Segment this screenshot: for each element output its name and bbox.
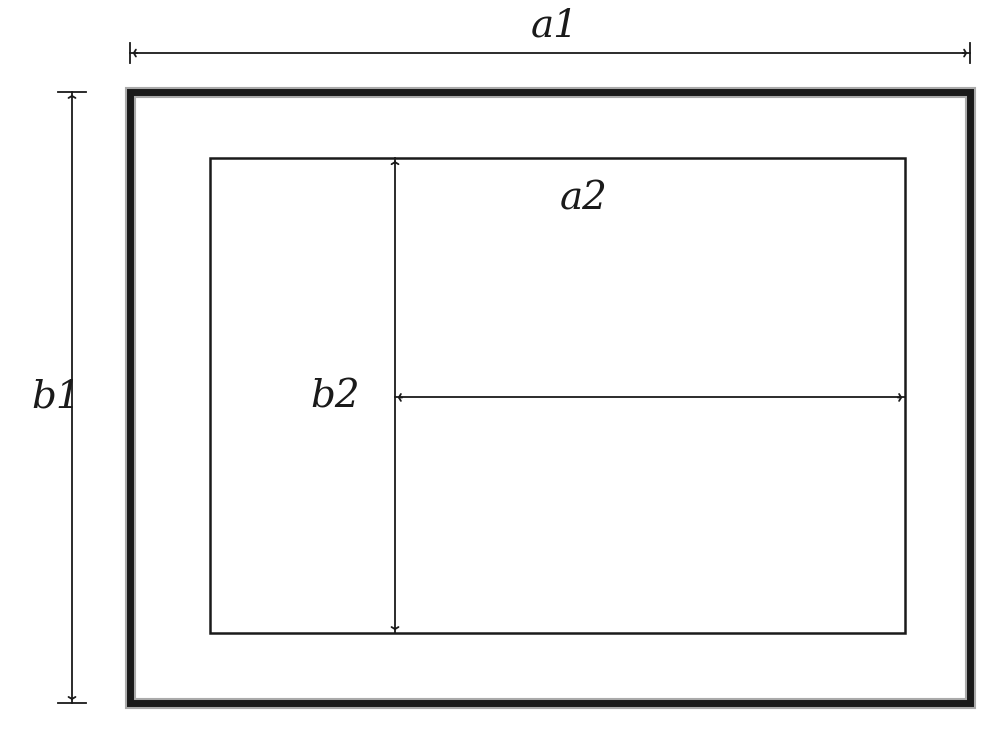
Bar bbox=[130, 92, 970, 703]
Bar bbox=[130, 92, 970, 703]
Text: b2: b2 bbox=[310, 379, 360, 416]
Text: a2: a2 bbox=[560, 180, 608, 217]
Text: a1: a1 bbox=[531, 7, 579, 44]
Bar bbox=[210, 158, 905, 633]
Text: b1: b1 bbox=[31, 379, 81, 416]
